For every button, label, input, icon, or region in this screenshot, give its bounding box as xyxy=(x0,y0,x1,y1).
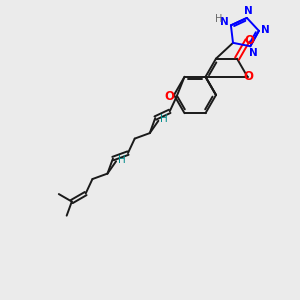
Text: H: H xyxy=(160,114,168,124)
Text: O: O xyxy=(244,34,254,47)
Text: N: N xyxy=(262,25,270,35)
Text: N: N xyxy=(244,6,253,16)
Text: O: O xyxy=(244,70,254,83)
Text: N: N xyxy=(249,48,258,58)
Text: H: H xyxy=(118,154,126,165)
Text: O: O xyxy=(164,90,175,103)
Text: N: N xyxy=(220,17,229,27)
Text: H: H xyxy=(215,14,222,23)
